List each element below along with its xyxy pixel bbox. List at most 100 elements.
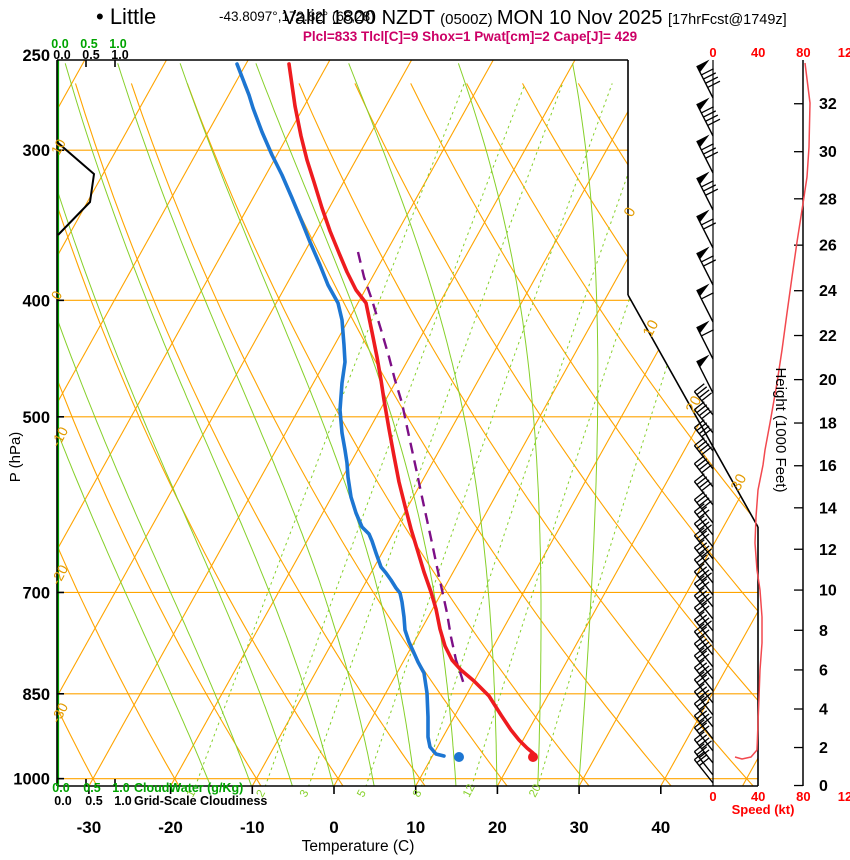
barb-feather bbox=[693, 671, 705, 681]
barb-feather bbox=[698, 407, 710, 417]
dry-adiabat-line bbox=[57, 83, 345, 786]
isotherm-line bbox=[578, 60, 758, 786]
barb-feather bbox=[698, 737, 710, 747]
mixing-ratio-line bbox=[307, 83, 564, 786]
barb-feather bbox=[693, 719, 705, 729]
barb-feather bbox=[705, 114, 719, 122]
isotherm-label-left: -20 bbox=[48, 562, 72, 588]
mixing-ratio-label: 3 bbox=[298, 788, 312, 799]
barb-feather bbox=[696, 698, 708, 708]
barb-stick bbox=[693, 631, 714, 656]
temp-tick-label: 0 bbox=[329, 818, 338, 837]
barb-feather bbox=[701, 524, 712, 534]
barb-feather bbox=[696, 602, 708, 612]
barb-feather bbox=[693, 455, 705, 465]
height-tick-label: 12 bbox=[819, 542, 837, 559]
barb-feather bbox=[696, 404, 708, 414]
isotherm-line bbox=[57, 60, 331, 786]
dewpoint-curve bbox=[235, 62, 446, 758]
barb-feather bbox=[696, 494, 708, 504]
barb-stick bbox=[693, 499, 714, 524]
barb-flag bbox=[696, 59, 710, 73]
pressure-tick-label: 700 bbox=[22, 584, 50, 602]
barb-stick bbox=[693, 391, 714, 416]
isotherm-line bbox=[170, 60, 576, 786]
barb-feather bbox=[693, 751, 705, 761]
barb-feather bbox=[701, 692, 712, 702]
pressure-axis-title: P (hPa) bbox=[7, 432, 24, 483]
cloudwater-scale-top: 0.5 bbox=[80, 37, 97, 51]
speed-tick-label: 120 bbox=[838, 789, 850, 804]
moist-adiabat-line bbox=[255, 63, 457, 786]
barb-feather bbox=[696, 638, 708, 648]
barb-feather bbox=[701, 329, 714, 337]
barb-feather bbox=[696, 626, 708, 636]
barb-feather bbox=[698, 689, 710, 699]
cloudiness-scale-top: 1.0 bbox=[111, 48, 128, 62]
barb-feather bbox=[701, 716, 712, 726]
cloudiness-scale-bottom: 1.0 bbox=[114, 794, 131, 808]
barb-feather bbox=[693, 563, 705, 573]
barb-feather bbox=[701, 410, 712, 420]
barb-feather bbox=[693, 539, 705, 549]
barb-feather bbox=[698, 533, 710, 543]
dry-adiabat-line bbox=[577, 83, 758, 786]
station-coords: -43.8097°,172.82° (66,28) bbox=[219, 9, 375, 24]
barb-feather bbox=[703, 72, 717, 80]
height-tick-label: 32 bbox=[819, 96, 837, 113]
valid-main: Valid 1800 NZDT bbox=[283, 7, 440, 29]
height-tick-label: 26 bbox=[819, 238, 837, 255]
barb-feather bbox=[693, 707, 705, 717]
barb-feather bbox=[693, 743, 705, 753]
barb-stick bbox=[693, 571, 714, 596]
barb-stick bbox=[693, 481, 714, 506]
barb-flag bbox=[696, 320, 710, 334]
barb-feather bbox=[696, 674, 708, 684]
temperature-axis-title: Temperature (C) bbox=[302, 838, 415, 855]
pressure-tick-label: 250 bbox=[22, 47, 50, 65]
barb-feather bbox=[703, 259, 717, 267]
barb-feather bbox=[693, 503, 705, 513]
temp-tick-label: -20 bbox=[158, 818, 183, 837]
mixing-ratio-line bbox=[365, 83, 613, 786]
height-tick-label: 22 bbox=[819, 328, 837, 345]
barb-feather bbox=[693, 473, 705, 483]
dry-adiabat-line bbox=[242, 83, 673, 786]
mixing-ratio-label: 2 bbox=[255, 788, 269, 799]
barb-feather bbox=[696, 554, 708, 564]
temp-tick-label: 20 bbox=[488, 818, 507, 837]
height-tick-label: 6 bbox=[819, 662, 828, 679]
barb-feather bbox=[703, 147, 717, 155]
barb-feather bbox=[698, 593, 710, 603]
speed-tick-label: 120 bbox=[838, 45, 850, 60]
cloudiness-scale-bottom: 0.0 bbox=[54, 794, 71, 808]
barb-feather bbox=[698, 629, 710, 639]
pressure-tick-label: 300 bbox=[22, 142, 50, 160]
moist-adiabat-line bbox=[457, 63, 542, 786]
speed-tick-label: 0 bbox=[709, 789, 716, 804]
cloudiness-scale-top: 0.0 bbox=[53, 48, 70, 62]
isotherm-line bbox=[88, 60, 494, 786]
barb-feather bbox=[703, 184, 717, 192]
barb-stick bbox=[693, 523, 714, 548]
moist-adiabat-line bbox=[57, 63, 212, 786]
barb-feather bbox=[698, 641, 710, 651]
barb-feather bbox=[701, 644, 712, 654]
isotherm-line bbox=[57, 60, 167, 786]
barb-feather bbox=[701, 620, 712, 630]
dry-adiabat-line bbox=[689, 83, 758, 786]
height-tick-label: 14 bbox=[819, 500, 837, 517]
barb-feather bbox=[703, 110, 717, 118]
barb-stick bbox=[693, 547, 714, 572]
cloudwater-scale-bottom: 0.0 bbox=[52, 781, 69, 795]
height-tick-label: 20 bbox=[819, 372, 837, 389]
speed-height-panel: 0246810121416182022242628303200404080801… bbox=[709, 45, 850, 804]
barb-flag bbox=[696, 97, 710, 111]
barb-feather bbox=[698, 461, 710, 471]
barb-feather bbox=[693, 695, 705, 705]
barb-feather bbox=[705, 151, 719, 159]
barb-feather bbox=[698, 581, 710, 591]
barb-feather bbox=[693, 611, 705, 621]
